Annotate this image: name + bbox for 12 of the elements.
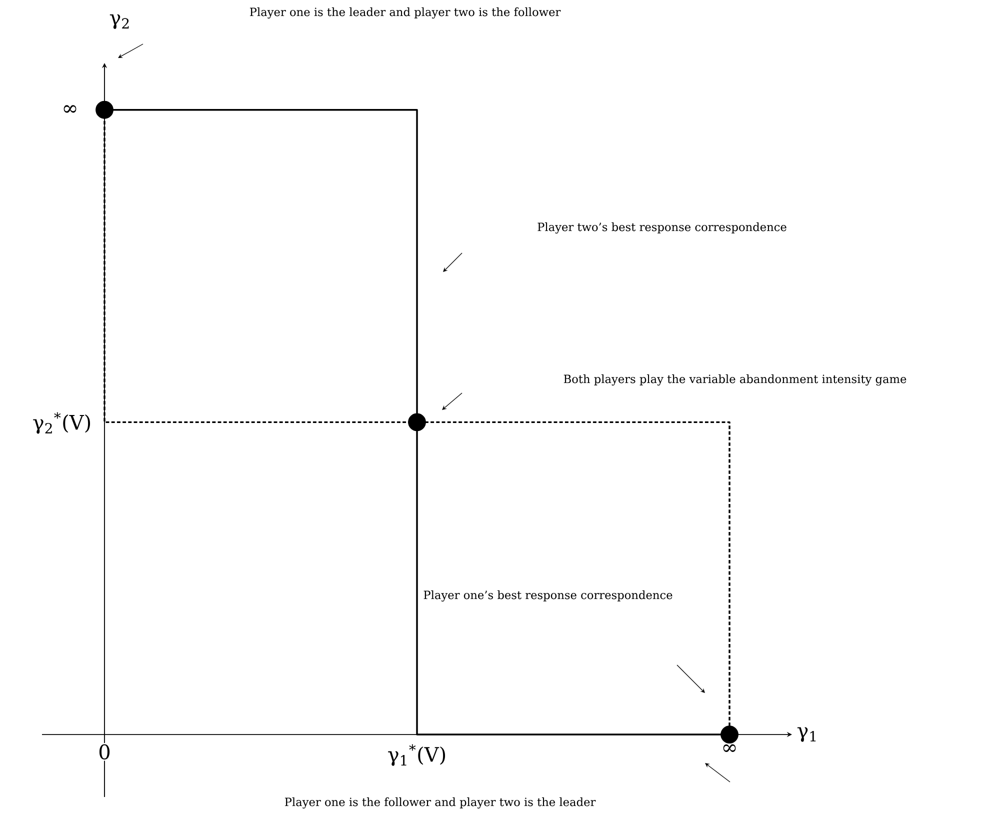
annotation: Player two’s best response correspondence: [538, 222, 786, 234]
text: Player one is the leader and player two is the follower: [250, 7, 561, 19]
y-axis-title: γ$_{2}$: [110, 14, 129, 29]
annotation: Player one’s best response correspondence: [424, 590, 672, 602]
x-axis-title: γ$_{1}$: [797, 727, 816, 742]
x-tick-label: γ$_{1}$$^{*}$(V): [388, 744, 446, 766]
x-tick-label: 0: [99, 744, 110, 760]
annotation: ∞: [64, 105, 76, 113]
annotation: γ$_{2}$$^{*}$(V): [33, 412, 90, 434]
text: Player one is the follower and player two is the leader: [284, 797, 596, 809]
annotation: Both players play the variable abandonment intensity game: [564, 374, 906, 386]
x-tick-label: ∞: [723, 744, 736, 752]
